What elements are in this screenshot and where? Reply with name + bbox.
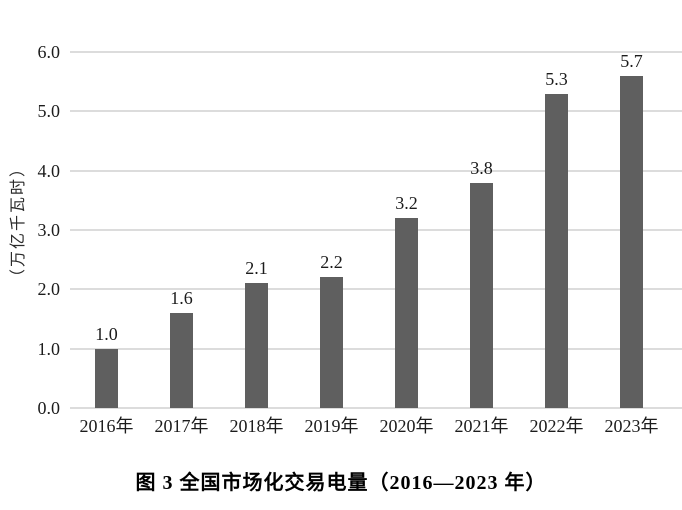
bar-slot: 5.7 xyxy=(594,52,669,408)
bar-value-label: 1.0 xyxy=(95,324,118,344)
bar-slot: 5.3 xyxy=(519,52,594,408)
bar-slot: 3.2 xyxy=(369,52,444,408)
gridline xyxy=(70,169,682,172)
gridline xyxy=(70,110,682,113)
bar-value-label: 1.6 xyxy=(170,288,193,308)
x-tick-label: 2021年 xyxy=(454,416,509,436)
plot-area: 1.0 1.6 2.1 2.2 3.2 3.8 5.3 5.7 xyxy=(69,51,682,409)
y-axis-tick-labels: 6.0 5.0 4.0 3.0 2.0 1.0 0.0 xyxy=(0,43,61,417)
gridline xyxy=(70,229,682,231)
y-tick-label: 2.0 xyxy=(37,279,61,300)
bar-2019年 xyxy=(320,277,343,408)
x-tick-label: 2023年 xyxy=(604,416,659,436)
y-tick-label: 4.0 xyxy=(37,160,61,181)
bar-2022年 xyxy=(545,94,568,408)
x-tick-label: 2018年 xyxy=(229,416,284,436)
bar-slot: 1.0 xyxy=(69,52,144,408)
bar-value-label: 5.7 xyxy=(620,51,643,71)
y-tick-label: 0.0 xyxy=(37,398,61,418)
bar-slot: 3.8 xyxy=(444,52,519,408)
x-tick-label: 2022年 xyxy=(529,416,584,436)
y-tick-label: 6.0 xyxy=(37,42,61,62)
bar-value-label: 5.3 xyxy=(545,69,568,89)
bar-value-label: 3.2 xyxy=(395,193,418,213)
gridline xyxy=(70,347,682,350)
gridline xyxy=(70,407,682,409)
bar-value-label: 3.8 xyxy=(470,158,493,178)
bar-2018年 xyxy=(245,283,268,408)
bar-2021年 xyxy=(470,183,493,408)
bar-2020年 xyxy=(395,218,418,408)
bar-slot: 1.6 xyxy=(144,52,219,408)
gridline xyxy=(70,288,682,291)
bar-slot: 2.2 xyxy=(294,52,369,408)
bar-series: 1.0 1.6 2.1 2.2 3.2 3.8 5.3 5.7 xyxy=(69,52,669,408)
gridline xyxy=(70,51,682,53)
x-tick-label: 2020年 xyxy=(379,416,434,436)
bar-2023年 xyxy=(620,76,643,408)
x-axis-tick-labels: 2016年 2017年 2018年 2019年 2020年 2021年 2022年 2023年 xyxy=(69,416,669,438)
y-tick-label: 5.0 xyxy=(37,101,61,122)
bar-value-label: 2.1 xyxy=(245,258,268,278)
figure-caption: 图 3 全国市场化交易电量（2016—2023 年） xyxy=(135,472,547,494)
x-tick-label: 2016年 xyxy=(79,416,134,436)
bar-value-label: 2.2 xyxy=(320,252,343,272)
bar-2016年 xyxy=(95,349,118,408)
bar-slot: 2.1 xyxy=(219,52,294,408)
y-tick-label: 1.0 xyxy=(37,338,61,359)
x-tick-label: 2017年 xyxy=(154,416,209,436)
y-tick-label: 3.0 xyxy=(37,220,61,240)
bar-2017年 xyxy=(170,313,193,408)
x-tick-label: 2019年 xyxy=(304,416,359,436)
